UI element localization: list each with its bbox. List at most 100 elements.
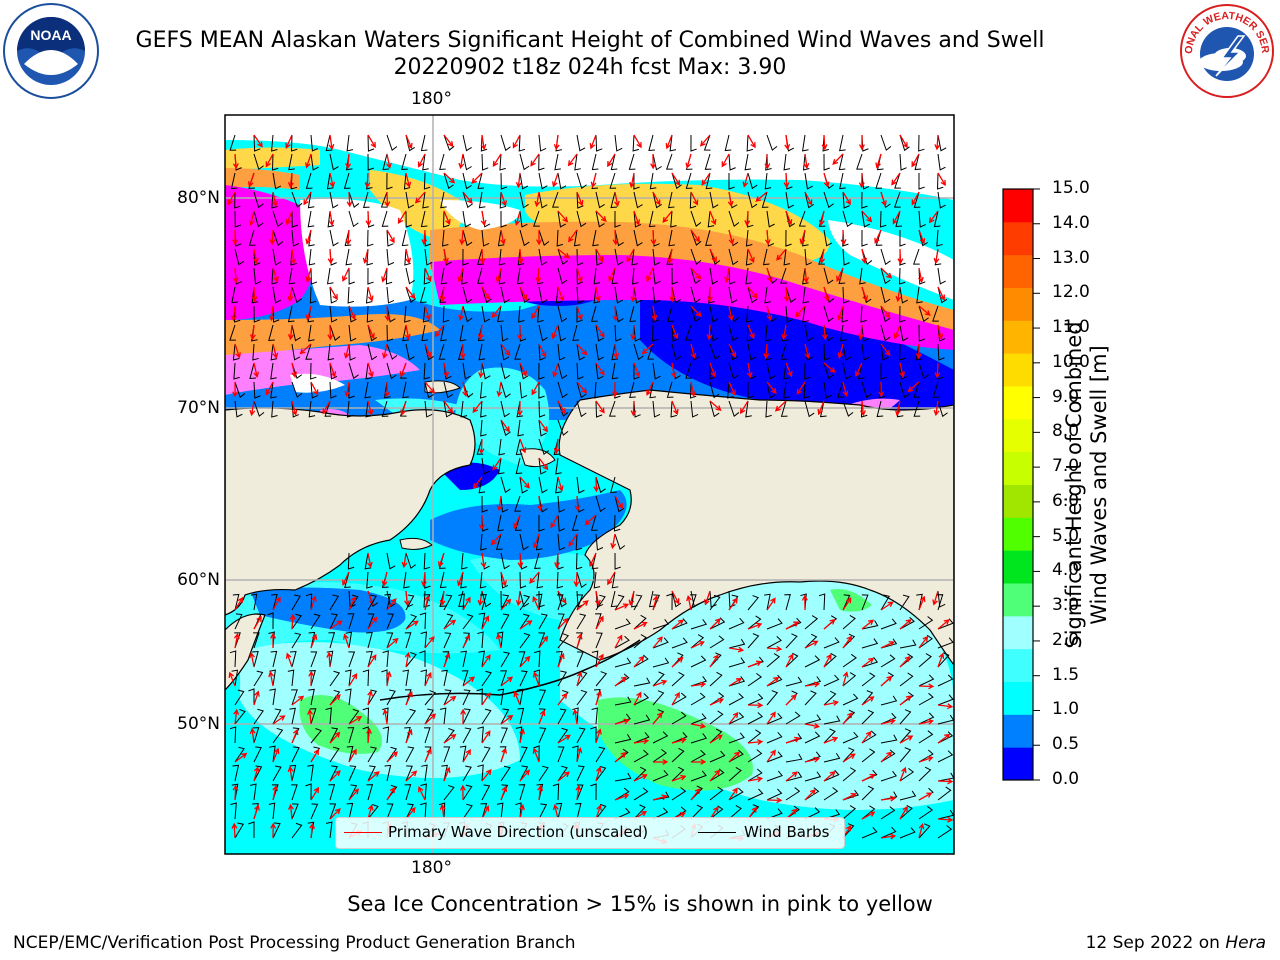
wind-barb bbox=[613, 514, 621, 532]
wave-direction-arrow bbox=[472, 400, 483, 414]
wind-barb bbox=[576, 267, 584, 285]
wind-barb bbox=[709, 652, 722, 668]
wave-direction-arrow bbox=[405, 134, 413, 150]
wind-barb bbox=[497, 514, 504, 532]
wind-barb bbox=[633, 362, 640, 380]
wave-direction-arrow bbox=[918, 756, 934, 763]
wind-barb bbox=[880, 654, 896, 668]
colorbar-tick-label: 10.0 bbox=[1052, 351, 1090, 372]
wave-direction-arrow bbox=[671, 691, 680, 706]
wave-direction-arrow bbox=[490, 533, 502, 546]
wave-direction-arrow bbox=[671, 400, 679, 416]
wind-barb bbox=[690, 229, 702, 246]
wind-barb bbox=[538, 381, 545, 399]
wave-direction-arrow bbox=[553, 438, 560, 455]
wind-barb bbox=[442, 210, 450, 228]
wind-barb bbox=[500, 400, 510, 418]
wind-barb bbox=[462, 286, 473, 304]
wave-direction-arrow bbox=[479, 248, 486, 265]
wind-barb bbox=[690, 400, 699, 418]
wind-barb bbox=[576, 613, 587, 630]
wind-barb bbox=[253, 191, 264, 209]
wave-direction-arrow bbox=[233, 708, 240, 725]
wind-barb bbox=[576, 172, 587, 190]
wind-barb bbox=[916, 286, 923, 304]
wind-barb bbox=[728, 638, 746, 649]
wave-direction-arrow bbox=[517, 552, 524, 569]
wave-direction-arrow bbox=[686, 594, 692, 611]
wave-direction-arrow bbox=[589, 552, 597, 567]
wind-barb bbox=[766, 674, 783, 687]
wind-barb bbox=[381, 400, 389, 417]
wave-direction-arrow bbox=[443, 134, 454, 148]
wind-barb bbox=[709, 710, 724, 725]
wave-direction-arrow bbox=[517, 248, 524, 265]
colorbar-tick-label: 11.0 bbox=[1052, 317, 1090, 338]
wave-direction-arrow bbox=[785, 736, 801, 744]
wind-barb bbox=[707, 210, 715, 228]
wind-barb bbox=[576, 362, 584, 380]
wind-barb bbox=[576, 286, 584, 304]
wind-barb bbox=[519, 765, 529, 782]
wind-barb bbox=[572, 707, 579, 725]
wind-barb bbox=[709, 728, 723, 744]
wind-barb bbox=[462, 708, 471, 725]
wind-barb bbox=[500, 552, 510, 570]
wind-barb bbox=[439, 571, 447, 589]
wind-barb bbox=[780, 267, 787, 284]
ice-magenta-nw bbox=[225, 185, 318, 320]
wave-direction-arrow bbox=[766, 267, 773, 283]
wave-direction-arrow bbox=[641, 343, 654, 355]
wave-direction-arrow bbox=[746, 362, 753, 379]
wind-barb bbox=[937, 191, 946, 209]
wind-barb bbox=[880, 594, 891, 611]
wind-barb bbox=[272, 229, 284, 246]
wind-barb bbox=[291, 400, 299, 418]
wind-barb bbox=[385, 267, 393, 285]
wave-direction-arrow bbox=[709, 734, 723, 744]
wind-barb bbox=[405, 652, 417, 668]
wind-barb bbox=[574, 802, 582, 820]
wave-direction-arrow bbox=[595, 324, 605, 338]
wave-direction-arrow bbox=[532, 747, 540, 763]
wave-direction-arrow bbox=[804, 756, 820, 763]
wind-barb bbox=[329, 153, 339, 171]
wind-barb bbox=[424, 343, 434, 361]
wind-barb bbox=[229, 650, 237, 668]
wave-direction-arrow bbox=[595, 362, 605, 376]
wind-barb bbox=[310, 728, 322, 744]
wind-barb bbox=[633, 749, 649, 763]
wind-barb bbox=[918, 362, 929, 380]
wind-barb bbox=[595, 476, 606, 494]
wind-barb bbox=[310, 803, 319, 820]
wind-barb bbox=[633, 634, 647, 649]
wind-barb bbox=[421, 324, 428, 342]
wind-barb bbox=[937, 786, 952, 801]
wind-barb bbox=[460, 400, 468, 418]
wind-barb bbox=[538, 590, 545, 608]
wind-barb bbox=[785, 305, 793, 323]
wave-direction-arrow bbox=[532, 595, 540, 611]
wind-barb bbox=[404, 727, 411, 744]
wave-direction-arrow bbox=[842, 635, 853, 649]
wave-direction-arrow bbox=[478, 438, 485, 455]
ice-edge-yellow-n bbox=[370, 170, 463, 240]
wave-direction-arrow bbox=[918, 683, 935, 690]
wind-barb bbox=[557, 248, 568, 266]
wind-barb bbox=[804, 248, 812, 266]
wave-direction-arrow bbox=[728, 751, 741, 763]
wave-direction-arrow bbox=[614, 751, 627, 763]
wave-direction-arrow bbox=[633, 655, 645, 668]
wave-direction-arrow bbox=[230, 305, 237, 322]
wind-barb bbox=[405, 210, 412, 228]
wind-barb bbox=[766, 712, 783, 725]
wave-direction-arrow bbox=[613, 343, 620, 360]
colorbar-tick-label: 6.0 bbox=[1052, 490, 1080, 511]
wave-direction-arrow bbox=[633, 738, 650, 745]
wind-barb bbox=[860, 400, 868, 418]
wind-barb bbox=[346, 745, 354, 763]
wave-direction-arrow bbox=[329, 620, 343, 630]
map-frame bbox=[224, 114, 955, 855]
wind-barb bbox=[305, 783, 312, 801]
wave-direction-arrow bbox=[918, 792, 933, 801]
